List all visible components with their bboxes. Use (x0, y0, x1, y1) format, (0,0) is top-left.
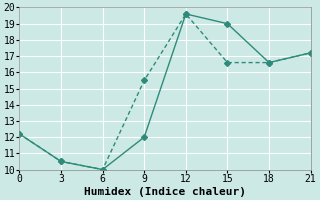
X-axis label: Humidex (Indice chaleur): Humidex (Indice chaleur) (84, 186, 246, 197)
